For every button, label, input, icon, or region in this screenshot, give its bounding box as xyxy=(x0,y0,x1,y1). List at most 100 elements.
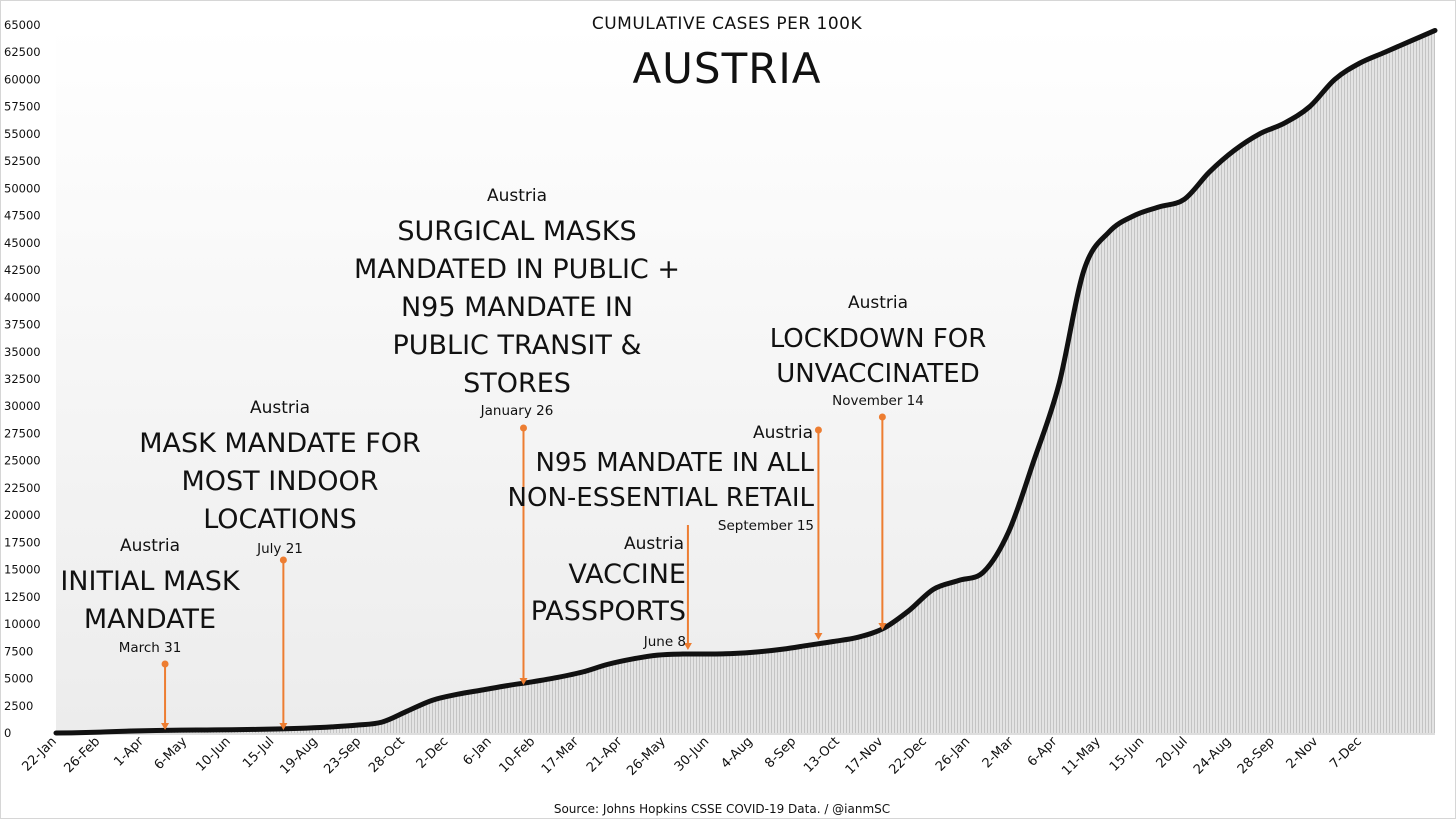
annotation-4: Austria VACCINE PASSPORTS June 8 xyxy=(531,525,692,650)
y-tick-label: 5000 xyxy=(4,672,33,686)
x-tick-label: 21-Apr xyxy=(584,734,626,776)
annotation-text: LOCKDOWN FOR xyxy=(770,324,987,354)
annotation-country: Austria xyxy=(624,534,684,554)
annotation-text: STORES xyxy=(463,368,571,399)
x-tick-label: 30-Jun xyxy=(672,734,713,775)
annotation-marker xyxy=(519,424,527,432)
y-tick-label: 20000 xyxy=(4,508,41,522)
annotation-text: MANDATED IN PUBLIC + xyxy=(354,254,680,285)
y-tick-label: 52500 xyxy=(4,154,41,168)
annotation-date: September 15 xyxy=(718,518,814,534)
annotation-text: MANDATE xyxy=(84,604,216,635)
annotation-date: June 8 xyxy=(643,634,686,650)
annotation-3: Austria SURGICAL MASKS MANDATED IN PUBLIC … xyxy=(354,186,680,685)
x-tick-label: 15-Jun xyxy=(1107,734,1148,775)
x-tick-label: 26-Jan xyxy=(933,734,973,774)
annotation-marker xyxy=(878,413,886,421)
y-tick-label: 42500 xyxy=(4,263,41,277)
annotation-country: Austria xyxy=(487,186,547,206)
x-tick-label: 28-Oct xyxy=(366,734,408,776)
annotation-5: Austria N95 MANDATE IN ALL NON-ESSENTIAL R… xyxy=(508,423,823,640)
annotation-text: SURGICAL MASKS xyxy=(397,216,636,247)
x-tick-label: 2-Mar xyxy=(980,734,1018,772)
annotation-text: N95 MANDATE IN xyxy=(401,292,633,323)
annotation-text: UNVACCINATED xyxy=(776,359,979,389)
x-tick-label: 28-Sep xyxy=(1235,734,1278,777)
y-tick-label: 62500 xyxy=(4,45,41,59)
annotation-date: July 21 xyxy=(256,541,303,557)
annotation-text: INITIAL MASK xyxy=(60,566,241,597)
y-tick-label: 35000 xyxy=(4,345,41,359)
annotation-arrowhead xyxy=(519,678,528,685)
annotation-date: January 26 xyxy=(480,403,554,419)
annotation-date: March 31 xyxy=(119,640,182,656)
y-tick-label: 50000 xyxy=(4,181,41,195)
annotation-text: N95 MANDATE IN ALL xyxy=(535,448,814,478)
x-tick-label: 23-Sep xyxy=(321,734,364,777)
cases-area xyxy=(56,30,1435,733)
annotation-country: Austria xyxy=(848,293,908,313)
x-tick-label: 22-Dec xyxy=(886,734,929,777)
annotation-text: MOST INDOOR xyxy=(182,466,379,497)
y-tick-label: 55000 xyxy=(4,127,41,141)
annotation-arrowhead xyxy=(161,723,170,730)
x-tick-label: 11-May xyxy=(1059,734,1104,779)
x-tick-label: 4-Aug xyxy=(718,734,756,772)
annotation-marker xyxy=(814,426,822,434)
x-tick-label: 6-Apr xyxy=(1025,734,1061,770)
annotation-marker xyxy=(161,660,169,668)
y-tick-label: 0 xyxy=(4,726,11,740)
annotation-text: LOCATIONS xyxy=(203,504,357,535)
annotation-date: November 14 xyxy=(832,393,924,409)
x-tick-label: 20-Jul xyxy=(1154,734,1191,771)
y-tick-label: 27500 xyxy=(4,426,41,440)
x-tick-label: 17-Mar xyxy=(539,734,582,777)
annotation-country: Austria xyxy=(753,423,813,443)
x-tick-label: 22-Jan xyxy=(20,734,60,774)
annotation-text: VACCINE xyxy=(568,559,686,590)
y-tick-label: 12500 xyxy=(4,590,41,604)
chart-subtitle: AUSTRIA xyxy=(632,44,821,93)
y-tick-label: 22500 xyxy=(4,481,41,495)
annotation-arrowhead xyxy=(683,643,692,650)
cases-line xyxy=(53,27,1438,736)
annotation-1: Austria INITIAL MASK MANDATE March 31 xyxy=(60,536,241,730)
y-tick-label: 57500 xyxy=(4,100,41,114)
annotation-6: Austria LOCKDOWN FOR UNVACCINATED November … xyxy=(770,293,987,630)
y-tick-label: 40000 xyxy=(4,290,41,304)
y-tick-label: 17500 xyxy=(4,535,41,549)
annotation-text: PUBLIC TRANSIT & xyxy=(392,330,641,361)
chart-source: Source: Johns Hopkins CSSE COVID-19 Data… xyxy=(554,802,890,816)
x-tick-label: 10-Jun xyxy=(193,734,234,775)
y-tick-label: 47500 xyxy=(4,209,41,223)
y-tick-label: 10000 xyxy=(4,617,41,631)
x-tick-label: 17-Nov xyxy=(843,734,887,778)
x-tick-label: 6-Jan xyxy=(460,734,494,768)
annotation-2: Austria MASK MANDATE FOR MOST INDOOR LOCATI… xyxy=(139,398,421,730)
x-tick-label: 13-Oct xyxy=(801,734,843,776)
annotation-text: MASK MANDATE FOR xyxy=(139,428,421,459)
annotation-arrowhead xyxy=(878,623,887,630)
x-tick-label: 1-Apr xyxy=(111,734,147,770)
y-tick-label: 60000 xyxy=(4,72,41,86)
x-tick-label: 15-Jul xyxy=(240,734,277,771)
x-tick-label: 8-Sep xyxy=(762,734,799,771)
y-tick-label: 2500 xyxy=(4,699,33,713)
annotation-text: PASSPORTS xyxy=(531,596,686,627)
annotation-arrowhead xyxy=(279,723,288,730)
y-tick-label: 15000 xyxy=(4,563,41,577)
chart-title: CUMULATIVE CASES PER 100K xyxy=(592,14,863,34)
annotation-country: Austria xyxy=(250,398,310,418)
x-tick-label: 24-Aug xyxy=(1191,734,1234,777)
x-tick-label: 7-Dec xyxy=(1327,734,1365,772)
annotation-text: NON-ESSENTIAL RETAIL xyxy=(508,483,815,513)
x-tick-label: 26-Feb xyxy=(61,734,103,776)
y-tick-label: 25000 xyxy=(4,454,41,468)
y-tick-label: 37500 xyxy=(4,318,41,332)
y-tick-label: 65000 xyxy=(4,18,41,32)
x-tick-label: 26-May xyxy=(624,734,669,779)
x-tick-label: 2-Dec xyxy=(414,734,452,772)
x-tick-label: 2-Nov xyxy=(1284,734,1322,772)
